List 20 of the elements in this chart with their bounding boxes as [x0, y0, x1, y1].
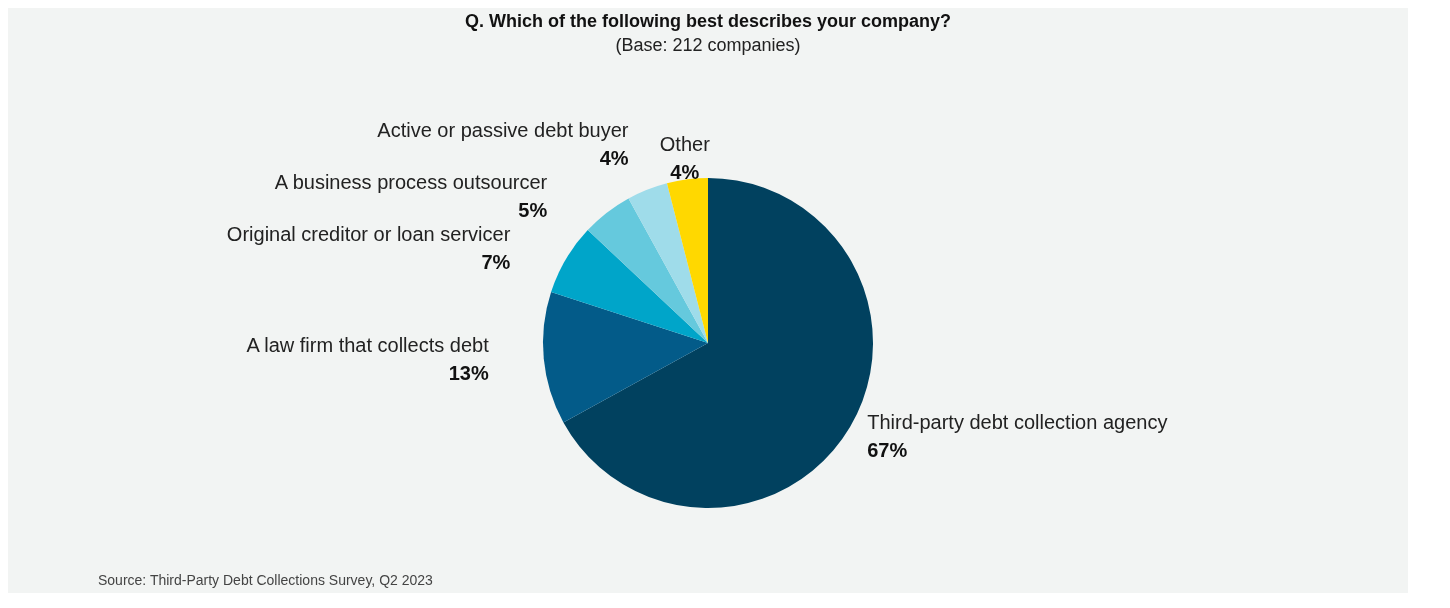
pie-slice [551, 230, 708, 343]
slice-label: Active or passive debt buyer [377, 118, 629, 141]
pie-slice [666, 178, 708, 343]
slice-label: A law firm that collects debt [246, 334, 490, 357]
data-label: 67% [867, 439, 908, 462]
slice-label: Original creditor or loan servicer [226, 222, 511, 245]
pie-slice [628, 183, 708, 343]
data-label: 4% [599, 146, 629, 169]
slice-label: A business process outsourcer [274, 170, 548, 193]
source-note: Source: Third-Party Debt Collections Survey, Q2 2023 [98, 572, 434, 588]
slice-label: Third-party debt collection agency [867, 411, 1168, 434]
pie-slice [587, 198, 708, 343]
chart-title: Q. Which of the following best describes your company? [464, 11, 952, 31]
chart-subtitle: (Base: 212 companies) [615, 35, 801, 55]
data-label: 13% [448, 362, 489, 385]
slice-label: Other [659, 133, 711, 156]
data-label: 5% [518, 198, 548, 221]
pie-slice [543, 292, 708, 423]
data-label: 4% [670, 161, 700, 184]
data-label: 7% [481, 250, 511, 273]
